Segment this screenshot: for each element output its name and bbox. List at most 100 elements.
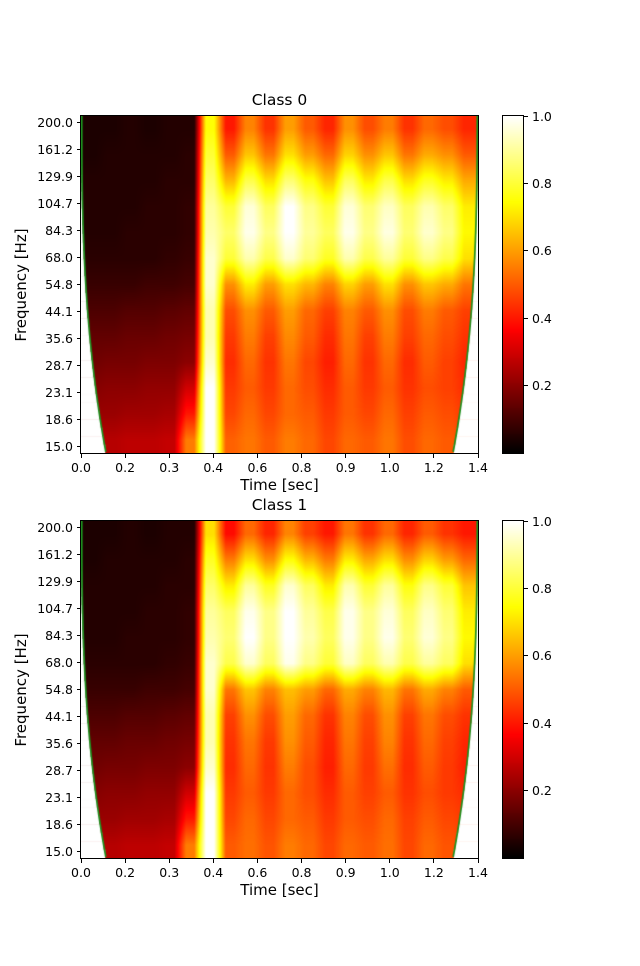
x-tick-label: 0.3 — [159, 460, 180, 475]
x-tick-mark — [477, 859, 479, 863]
x-tick-mark — [256, 859, 258, 863]
y-tick-label: 28.7 — [45, 357, 73, 373]
x-tick-label: 1.4 — [468, 865, 488, 880]
y-tick-label: 200.0 — [37, 520, 73, 536]
colorbar-tick-label: 0.8 — [532, 175, 552, 191]
y-tick-label: 54.8 — [45, 682, 73, 697]
y-tick-mark — [77, 608, 81, 610]
colorbar-tick-mark — [524, 790, 528, 792]
x-tick-mark — [124, 859, 126, 863]
x-tick-label: 0.4 — [203, 460, 224, 475]
y-tick-mark — [77, 635, 81, 637]
colorbar-tick-label: 0.6 — [532, 648, 552, 664]
x-tick-mark — [124, 454, 126, 458]
y-tick-label: 84.3 — [45, 628, 73, 644]
y-tick-mark — [77, 176, 81, 178]
x-tick-label: 0.4 — [203, 865, 224, 880]
y-tick-label: 15.0 — [45, 843, 73, 859]
y-tick-mark — [77, 310, 81, 312]
subplot0-xlabel: Time [sec] — [240, 476, 319, 494]
colorbar-tick-mark — [524, 250, 528, 252]
colorbar-tick-mark — [524, 655, 528, 657]
x-tick-mark — [256, 454, 258, 458]
x-tick-mark — [345, 454, 347, 458]
y-tick-mark — [77, 149, 81, 151]
y-tick-mark — [77, 418, 81, 420]
y-tick-mark — [77, 823, 81, 825]
subplot0-heatmap — [80, 115, 479, 454]
y-tick-mark — [77, 230, 81, 232]
x-tick-label: 0.2 — [115, 460, 136, 475]
x-tick-label: 0.6 — [247, 460, 268, 475]
y-tick-label: 23.1 — [45, 384, 73, 400]
x-tick-mark — [168, 454, 170, 458]
y-tick-mark — [77, 715, 81, 717]
x-tick-label: 0.9 — [335, 460, 356, 475]
subplot1-heatmap — [80, 520, 479, 859]
x-tick-label: 0.8 — [291, 460, 312, 475]
subplot1-title: Class 1 — [251, 496, 308, 514]
y-tick-mark — [77, 284, 81, 285]
y-tick-label: 129.9 — [37, 574, 73, 590]
y-tick-label: 35.6 — [45, 735, 73, 751]
subplot0-title: Class 0 — [251, 91, 308, 109]
x-tick-label: 1.0 — [379, 460, 400, 475]
y-tick-mark — [77, 850, 81, 852]
y-tick-mark — [77, 554, 81, 556]
y-tick-label: 35.6 — [45, 330, 73, 346]
colorbar-tick-label: 0.2 — [532, 783, 552, 799]
y-tick-label: 54.8 — [45, 277, 73, 292]
colorbar-tick-label: 0.4 — [532, 715, 552, 731]
y-tick-label: 161.2 — [37, 547, 73, 563]
x-tick-mark — [433, 454, 435, 458]
y-tick-mark — [77, 203, 81, 205]
y-tick-label: 68.0 — [45, 655, 73, 671]
colorbar-tick-mark — [524, 115, 528, 117]
y-tick-label: 28.7 — [45, 762, 73, 778]
colorbar-tick-mark — [524, 317, 528, 319]
colorbar-tick-label: 0.6 — [532, 243, 552, 259]
x-tick-mark — [80, 859, 82, 863]
y-tick-mark — [77, 581, 81, 583]
x-tick-label: 1.0 — [379, 865, 400, 880]
colorbar-tick-label: 1.0 — [532, 108, 552, 124]
y-tick-mark — [77, 527, 81, 529]
y-tick-label: 18.6 — [45, 411, 73, 427]
x-tick-mark — [212, 454, 214, 458]
colorbar-tick-label: 1.0 — [532, 513, 552, 529]
y-tick-label: 161.2 — [37, 142, 73, 158]
y-tick-label: 44.1 — [45, 303, 73, 319]
x-tick-label: 1.2 — [423, 460, 444, 475]
subplot1-xlabel: Time [sec] — [240, 881, 319, 899]
x-tick-mark — [389, 859, 391, 863]
y-tick-mark — [77, 122, 81, 124]
x-tick-label: 1.4 — [468, 460, 488, 475]
y-tick-label: 23.1 — [45, 789, 73, 805]
y-tick-mark — [77, 391, 81, 393]
y-tick-label: 68.0 — [45, 250, 73, 266]
x-tick-mark — [433, 859, 435, 863]
y-tick-label: 104.7 — [37, 601, 73, 617]
colorbar-tick-mark — [524, 587, 528, 589]
x-tick-label: 0.6 — [247, 865, 268, 880]
x-tick-label: 0.9 — [335, 865, 356, 880]
y-tick-label: 104.7 — [37, 196, 73, 212]
x-tick-mark — [389, 454, 391, 458]
y-tick-mark — [77, 742, 81, 744]
x-tick-mark — [80, 454, 82, 458]
y-tick-mark — [77, 445, 81, 447]
y-tick-mark — [77, 257, 81, 259]
x-tick-mark — [212, 859, 214, 863]
colorbar-tick-mark — [524, 520, 528, 522]
x-tick-mark — [301, 859, 303, 863]
x-tick-mark — [345, 859, 347, 863]
y-tick-mark — [77, 337, 81, 339]
y-tick-label: 44.1 — [45, 708, 73, 724]
x-tick-mark — [301, 454, 303, 458]
colorbar-tick-label: 0.4 — [532, 310, 552, 326]
colorbar-tick-mark — [524, 385, 528, 387]
y-tick-mark — [77, 662, 81, 664]
x-tick-mark — [168, 859, 170, 863]
y-tick-label: 129.9 — [37, 169, 73, 185]
